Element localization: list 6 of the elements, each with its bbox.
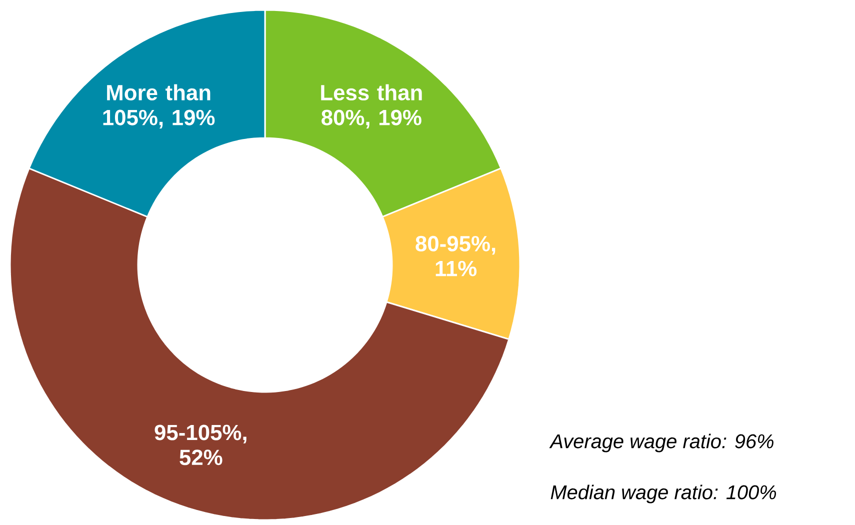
text: Average wage ratio: 96% bbox=[549, 434, 774, 452]
slice-label: 80-95%, 11% bbox=[416, 236, 496, 276]
text: Median wage ratio: 100% bbox=[550, 484, 776, 504]
slice-label: 95-105%, 52% bbox=[154, 424, 246, 466]
slice-label: Less than 80%, 19% bbox=[321, 84, 422, 128]
slice-label: More than 105%, 19% bbox=[103, 84, 215, 128]
